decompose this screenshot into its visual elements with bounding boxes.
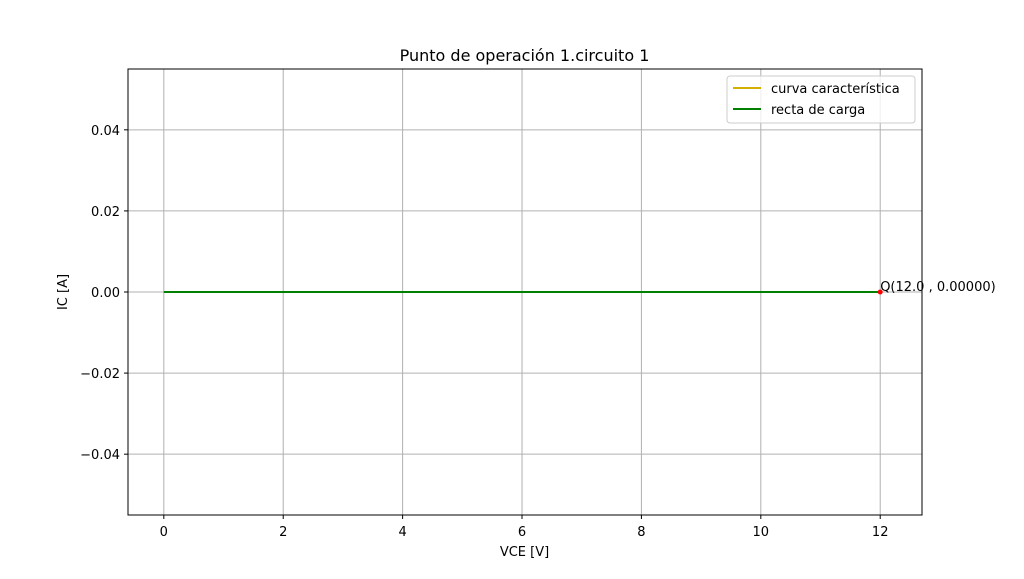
x-tick-label: 4 — [398, 525, 406, 540]
chart-title: Punto de operación 1.circuito 1 — [400, 46, 650, 65]
legend-label-curva: curva característica — [771, 82, 900, 97]
y-axis-label: IC [A] — [56, 274, 71, 310]
x-tick-label: 2 — [279, 525, 287, 540]
y-tick-label: 0.00 — [91, 286, 120, 301]
x-tick-label: 6 — [518, 525, 526, 540]
y-tick-label: −0.02 — [80, 367, 120, 382]
x-axis-ticks: 0 2 4 6 8 10 12 — [160, 515, 889, 540]
operating-point-marker — [877, 289, 883, 295]
y-tick-label: 0.04 — [91, 124, 120, 139]
x-tick-label: 12 — [872, 525, 889, 540]
y-tick-label: −0.04 — [80, 448, 120, 463]
operating-point-label: Q(12.0 , 0.00000) — [880, 280, 995, 295]
legend: curva característica recta de carga — [726, 75, 916, 124]
y-tick-label: 0.02 — [91, 205, 120, 220]
legend-label-recta: recta de carga — [771, 103, 865, 118]
x-axis-label: VCE [V] — [500, 545, 549, 560]
points-layer: Q(12.0 , 0.00000) — [877, 280, 996, 295]
x-tick-label: 8 — [637, 525, 645, 540]
y-axis-ticks: −0.04 −0.02 0.00 0.02 0.04 — [80, 124, 128, 463]
legend-box — [726, 75, 916, 124]
x-tick-label: 10 — [753, 525, 770, 540]
x-tick-label: 0 — [160, 525, 168, 540]
